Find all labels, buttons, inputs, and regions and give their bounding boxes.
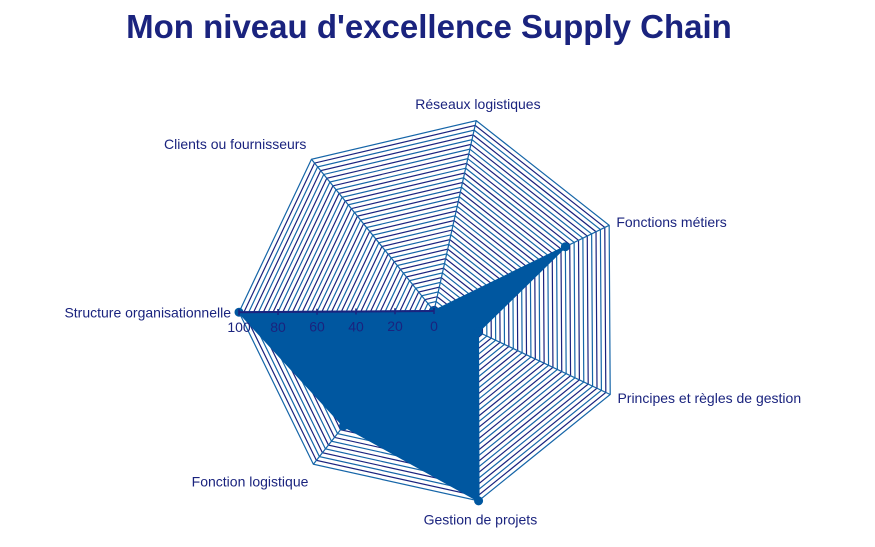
data-point — [560, 242, 570, 252]
grid-ring — [238, 119, 611, 502]
chart-title: Mon niveau d'excellence Supply Chain — [126, 8, 732, 45]
grid-ring — [257, 139, 594, 483]
grid-ring — [252, 134, 598, 488]
radial-axis-ticks: 0 20 40 60 80 100 — [227, 307, 438, 335]
category-label: Clients ou fournisseurs — [164, 136, 306, 152]
category-label: Structure organisationnelle — [64, 304, 231, 320]
grid-ring — [248, 129, 603, 492]
radial-tick-label: 40 — [348, 318, 364, 334]
radar-spoke — [311, 158, 435, 312]
category-label: Réseaux logistiques — [415, 96, 540, 112]
category-label: Fonctions métiers — [616, 214, 726, 230]
category-label: Principes et règles de gestion — [617, 390, 801, 406]
radial-axis-line — [238, 310, 435, 314]
data-point — [474, 496, 484, 506]
data-point — [473, 327, 483, 337]
radar-spoke — [433, 120, 477, 312]
radial-tick-label: 100 — [227, 319, 251, 335]
radial-tick-label: 20 — [387, 318, 403, 334]
category-label: Gestion de projets — [424, 512, 538, 528]
radial-tick-label: 80 — [270, 319, 286, 335]
radial-tick-label: 0 — [430, 318, 438, 334]
radial-tick-label: 60 — [309, 319, 325, 335]
grid-ring — [262, 143, 589, 478]
data-point — [339, 421, 349, 431]
category-label: Fonction logistique — [192, 474, 309, 490]
category-labels: Réseaux logistiques Fonctions métiers Prin… — [64, 96, 801, 528]
grid-ring — [243, 124, 607, 497]
